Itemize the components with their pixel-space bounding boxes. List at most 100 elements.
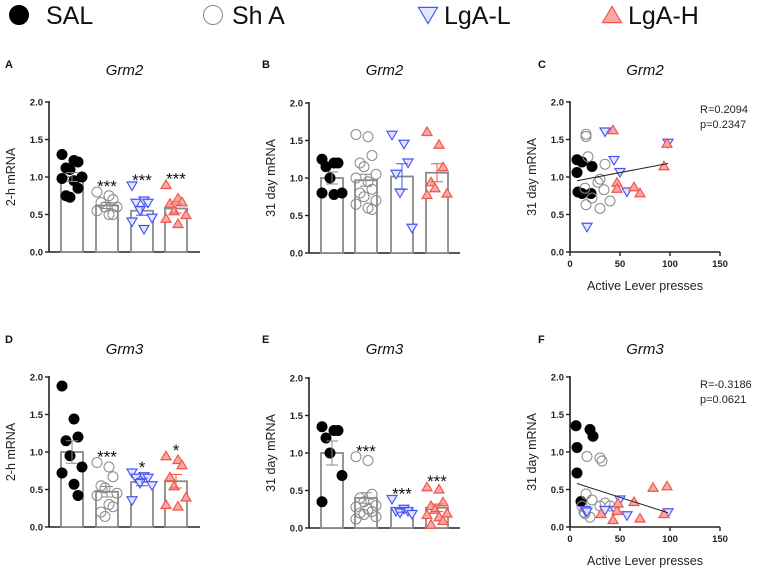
data-point-sha bbox=[370, 511, 382, 523]
bar-group-lga-h: * bbox=[159, 441, 193, 528]
data-point-sha bbox=[350, 501, 362, 513]
data-point-lga-h bbox=[171, 500, 185, 511]
data-point-lga-h bbox=[627, 181, 641, 192]
data-point-lga-h bbox=[179, 491, 193, 502]
data-point-lga-l bbox=[580, 222, 594, 233]
data-point-sha bbox=[604, 195, 616, 207]
y-tick-label: 0.0 bbox=[551, 523, 564, 534]
data-point-lga-h bbox=[171, 453, 185, 465]
data-point-lga-h bbox=[163, 197, 177, 208]
data-point-sal bbox=[76, 461, 88, 473]
data-point-lga-l bbox=[125, 496, 139, 507]
significance-label: *** bbox=[97, 177, 117, 196]
data-point-sal bbox=[72, 182, 84, 194]
data-point-sal bbox=[586, 161, 598, 172]
data-point-lga-h bbox=[611, 497, 625, 508]
data-point-sha bbox=[91, 186, 103, 198]
bar-group-lga-h: *** bbox=[420, 472, 454, 529]
data-point-lga-l bbox=[129, 198, 143, 209]
data-point-sha bbox=[580, 131, 592, 142]
legend-label: LgA-L bbox=[444, 2, 511, 30]
data-point-lga-h bbox=[610, 182, 624, 193]
data-point-sha bbox=[103, 461, 115, 473]
panel-title: Grm3 bbox=[366, 341, 404, 358]
bar-group-sal bbox=[56, 149, 88, 253]
y-tick-label: 1.0 bbox=[290, 174, 303, 185]
bar-group-lga-l: * bbox=[125, 458, 159, 528]
data-point-sha bbox=[107, 209, 119, 220]
bar-group-sha: *** bbox=[350, 442, 382, 529]
significance-label: * bbox=[173, 441, 180, 460]
y-tick-label: 2.0 bbox=[30, 373, 43, 384]
data-point-sal bbox=[587, 430, 599, 442]
data-point-lga-l bbox=[137, 224, 151, 236]
data-point-sal bbox=[324, 447, 336, 459]
y-axis-label: 2-h mRNA bbox=[4, 147, 18, 206]
panel-a: A Grm2 2-h mRNA 0.0 0.5 1.0 1.5 2.0 *** *** *** bbox=[4, 59, 200, 259]
bar bbox=[130, 481, 154, 528]
series-sha bbox=[579, 128, 616, 214]
bar-group-lga-l: *** bbox=[125, 171, 159, 253]
data-point-lga-h bbox=[594, 507, 608, 519]
y-tick-label: 1.0 bbox=[551, 173, 564, 184]
series-lga-h bbox=[606, 124, 674, 198]
legend-label: SAL bbox=[46, 2, 93, 30]
bar-group-sal bbox=[316, 153, 348, 254]
y-tick-label: 1.5 bbox=[551, 135, 565, 146]
data-point-sha bbox=[91, 457, 103, 468]
data-point-sal bbox=[316, 421, 328, 433]
bar-group-lga-h bbox=[420, 125, 454, 254]
panels: A Grm2 2-h mRNA 0.0 0.5 1.0 1.5 2.0 *** *** *** B Gr… bbox=[4, 59, 752, 568]
data-point-lga-h bbox=[175, 459, 189, 470]
data-point-lga-l bbox=[397, 139, 411, 150]
data-point-sha bbox=[366, 150, 378, 161]
data-point-lga-l bbox=[125, 468, 139, 479]
data-point-lga-l bbox=[598, 127, 612, 138]
bar-group-sal bbox=[56, 380, 88, 528]
legend-item-lga-h: LgA-H bbox=[601, 2, 699, 30]
panel-f: F Grm3 31 day mRNA 0.0 0.5 1.0 1.5 2.0 0 50 100 150… bbox=[525, 334, 752, 568]
data-point-sal bbox=[320, 161, 332, 173]
y-axis-label: 31 day mRNA bbox=[525, 137, 539, 215]
panel-b: B Grm2 31 day mRNA 0.0 0.5 1.0 1.5 2.0 bbox=[262, 59, 460, 260]
data-point-sha bbox=[362, 455, 374, 466]
data-point-sal bbox=[332, 157, 344, 169]
data-point-sha bbox=[203, 5, 223, 25]
data-point-sal bbox=[72, 156, 84, 168]
data-point-sha bbox=[599, 158, 611, 170]
significance-label: * bbox=[139, 458, 146, 477]
data-point-sha bbox=[350, 513, 362, 525]
significance-label: *** bbox=[97, 448, 117, 467]
data-point-sha bbox=[358, 161, 370, 173]
significance-label: *** bbox=[427, 472, 447, 491]
data-point-sha bbox=[91, 490, 103, 501]
data-point-lga-l bbox=[620, 511, 634, 522]
significance-label: *** bbox=[392, 485, 412, 504]
y-tick-label: 1.0 bbox=[30, 173, 43, 184]
y-tick-label: 0.0 bbox=[30, 248, 43, 259]
bar-group-lga-h: *** bbox=[159, 170, 193, 253]
legend-label: LgA-H bbox=[628, 2, 699, 30]
data-point-sal bbox=[576, 156, 588, 168]
data-point-sal bbox=[68, 413, 80, 425]
series-lga-l bbox=[580, 127, 675, 233]
data-point-sha bbox=[103, 209, 115, 220]
panel-e: E Grm3 31 day mRNA 0.0 0.5 1.0 1.5 2.0 *** *** *** bbox=[262, 334, 460, 535]
data-point-lga-h bbox=[428, 182, 442, 193]
data-point-lga-h bbox=[171, 217, 185, 229]
y-tick-label: 1.5 bbox=[290, 411, 304, 422]
y-tick-label: 1.5 bbox=[30, 410, 44, 421]
legend-item-sha: Sh A bbox=[203, 2, 285, 30]
data-point-sal bbox=[72, 490, 84, 501]
data-point-sal bbox=[324, 172, 336, 184]
data-point-lga-h bbox=[657, 160, 671, 171]
data-point-lga-h bbox=[432, 483, 446, 494]
data-point-lga-l bbox=[385, 130, 399, 141]
y-tick-label: 2.0 bbox=[290, 374, 303, 385]
panel-title: Grm3 bbox=[106, 341, 144, 358]
data-point-sha bbox=[580, 488, 592, 500]
x-tick-label: 0 bbox=[567, 259, 572, 270]
data-point-lga-h bbox=[606, 124, 620, 135]
